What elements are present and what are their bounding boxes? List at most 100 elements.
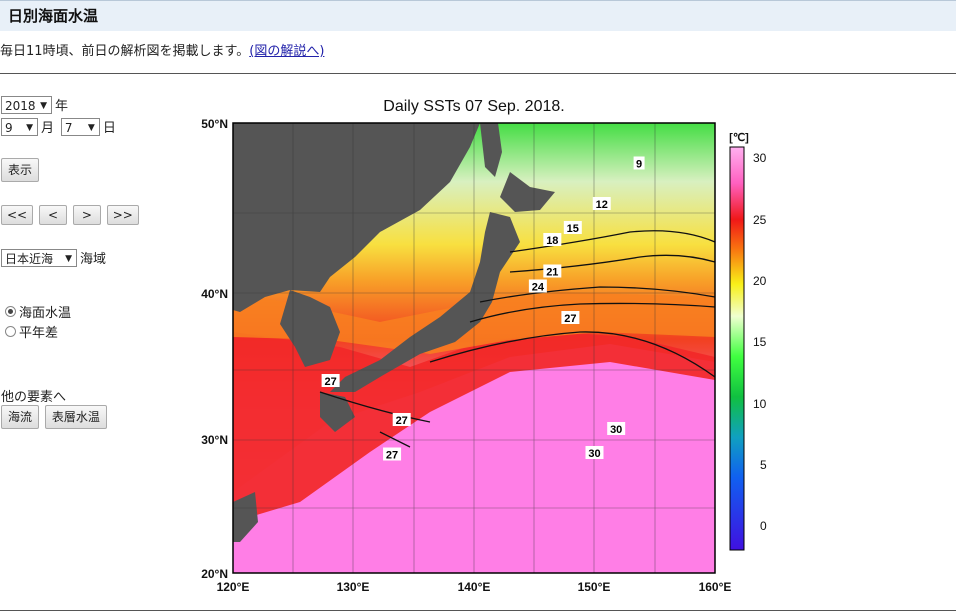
intro-text: 毎日11時頃、前日の解析図を掲載します。(図の解説へ)	[0, 40, 324, 59]
map-frame	[232, 122, 716, 574]
contour-label-box	[585, 446, 604, 459]
land-mass	[233, 123, 480, 312]
current-button[interactable]: 海流	[1, 405, 40, 429]
chevron-down-icon: ▼	[26, 122, 33, 133]
contour-label: 18	[546, 235, 558, 247]
y-tick-50n: 50°N	[201, 117, 228, 131]
year-row: 2018 ▼ 年	[1, 95, 68, 114]
contour-label: 21	[546, 267, 558, 279]
month-select[interactable]: 9 ▼	[1, 117, 38, 136]
radio-sst-row: 海面水温	[5, 302, 71, 321]
contour-lines	[319, 230, 716, 448]
year-value: 2018	[5, 98, 36, 113]
contour-label: 30	[610, 424, 622, 436]
sst-map: Daily SSTs 07 Sep. 2018.	[201, 98, 767, 594]
x-tick-160e: 160°E	[699, 580, 732, 594]
land-taiwan	[233, 492, 258, 542]
first-button[interactable]: <<	[1, 205, 34, 225]
contour-label-box	[592, 197, 611, 210]
contour-label-box	[543, 233, 562, 246]
other-elements-row: 海流 表層水温	[1, 405, 107, 429]
x-tick-150e: 150°E	[578, 580, 611, 594]
region-select[interactable]: 日本近海 ▼	[1, 248, 77, 267]
cbar-tick-15: 15	[753, 335, 767, 349]
date-nav: << < > >>	[1, 205, 139, 225]
radio-anomaly[interactable]	[5, 326, 16, 337]
y-tick-20n: 20°N	[201, 567, 228, 581]
chart-title: Daily SSTs 07 Sep. 2018.	[383, 98, 564, 115]
radio-sst-label: 海面水温	[19, 306, 72, 321]
last-button[interactable]: >>	[106, 205, 139, 225]
page-header: 日別海面水温	[0, 0, 956, 31]
y-tick-30n: 30°N	[201, 433, 228, 447]
date-row: 9 ▼ 月 7 ▼ 日	[1, 117, 116, 136]
y-axis-labels: 50°N 40°N 30°N 20°N	[201, 117, 228, 581]
radio-anomaly-row: 平年差	[5, 322, 58, 341]
contour-label: 27	[564, 313, 576, 325]
contour-label: 27	[386, 450, 398, 462]
radio-sst[interactable]	[5, 306, 16, 317]
contour-label-box	[528, 279, 547, 293]
intro-description: 毎日11時頃、前日の解析図を掲載します。	[0, 44, 250, 59]
x-tick-120e: 120°E	[217, 580, 250, 594]
contour-label: 24	[532, 282, 545, 294]
month-unit: 月	[41, 121, 55, 136]
year-select[interactable]: 2018 ▼	[1, 95, 52, 114]
radio-anomaly-label: 平年差	[19, 326, 59, 341]
contour-label: 27	[396, 415, 408, 427]
land-kyushu	[320, 392, 355, 432]
day-value: 7	[64, 120, 73, 135]
other-elements-label: 他の要素へ	[1, 390, 67, 405]
land-hokkaido	[500, 172, 555, 212]
y-tick-40n: 40°N	[201, 287, 228, 301]
region-unit: 海域	[80, 252, 107, 267]
show-row: 表示	[1, 158, 40, 182]
colorbar-unit: [℃]	[729, 132, 749, 144]
colorbar-scale	[729, 146, 745, 551]
contour-label-box	[383, 447, 402, 461]
cbar-tick-0: 0	[760, 519, 767, 533]
x-tick-130e: 130°E	[337, 580, 370, 594]
cbar-tick-10: 10	[753, 397, 767, 411]
land-korea	[280, 290, 340, 367]
contour-label: 15	[567, 223, 579, 235]
explanation-link[interactable]: (図の解説へ)	[249, 44, 325, 59]
next-button[interactable]: >	[72, 205, 101, 225]
contour-label-box	[543, 264, 562, 278]
cbar-tick-20: 20	[753, 274, 767, 288]
year-unit: 年	[55, 99, 69, 114]
day-unit: 日	[102, 121, 116, 136]
contour-label: 30	[588, 448, 600, 460]
colorbar: [℃] 30 25 20 15 10 5 0	[729, 132, 767, 551]
chevron-down-icon: ▼	[40, 100, 47, 111]
top-divider	[0, 73, 956, 74]
x-axis-labels: 120°E 130°E 140°E 150°E 160°E	[217, 580, 732, 594]
cbar-tick-30: 30	[753, 151, 767, 165]
contour-label-box	[392, 413, 411, 426]
page-title: 日別海面水温	[8, 7, 99, 25]
map-panel	[232, 122, 716, 574]
prev-button[interactable]: <	[38, 205, 67, 225]
graticule	[233, 123, 715, 573]
contour-label-box	[633, 156, 645, 170]
contour-label: 12	[596, 199, 608, 211]
region-value: 日本近海	[5, 251, 54, 266]
land-sakhalin	[480, 123, 502, 177]
contour-label-box	[607, 422, 626, 435]
contour-label-box	[561, 311, 580, 324]
chevron-down-icon: ▼	[65, 253, 72, 264]
contour-label-box	[321, 374, 340, 387]
chevron-down-icon: ▼	[87, 122, 95, 133]
day-select[interactable]: 7 ▼	[60, 117, 100, 136]
layer-temp-button[interactable]: 表層水温	[44, 405, 107, 429]
month-value: 9	[5, 120, 13, 135]
cbar-tick-25: 25	[753, 213, 767, 227]
cbar-tick-5: 5	[760, 458, 767, 472]
x-tick-140e: 140°E	[458, 580, 491, 594]
contour-label: 9	[636, 159, 642, 171]
show-button[interactable]: 表示	[1, 158, 40, 182]
contour-label: 27	[324, 376, 336, 388]
region-row: 日本近海 ▼ 海域	[1, 248, 106, 267]
contour-label-box	[563, 221, 582, 234]
